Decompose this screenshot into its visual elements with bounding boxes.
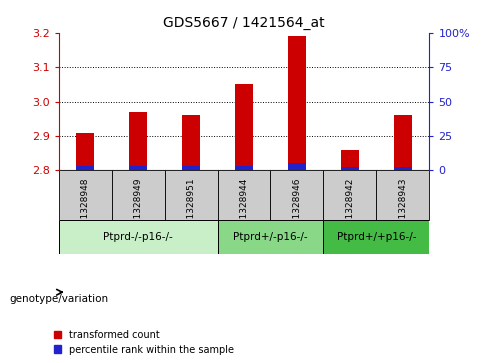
Bar bbox=[394, 167, 412, 171]
Bar bbox=[76, 166, 94, 171]
Bar bbox=[129, 112, 147, 171]
Bar bbox=[129, 166, 147, 171]
Bar bbox=[341, 150, 359, 171]
Bar bbox=[235, 84, 253, 171]
Legend: transformed count, percentile rank within the sample: transformed count, percentile rank withi… bbox=[54, 330, 234, 355]
Bar bbox=[218, 220, 324, 254]
Bar bbox=[324, 220, 429, 254]
Bar bbox=[324, 171, 376, 220]
Bar bbox=[182, 166, 200, 171]
Bar bbox=[288, 163, 306, 171]
Bar bbox=[164, 171, 218, 220]
Bar bbox=[270, 171, 324, 220]
Bar bbox=[59, 171, 112, 220]
Title: GDS5667 / 1421564_at: GDS5667 / 1421564_at bbox=[163, 16, 325, 30]
Bar bbox=[394, 115, 412, 171]
Text: GSM1328946: GSM1328946 bbox=[292, 178, 302, 238]
Bar bbox=[376, 171, 429, 220]
Text: Ptprd+/+p16-/-: Ptprd+/+p16-/- bbox=[337, 232, 416, 242]
Text: Ptprd-/-p16-/-: Ptprd-/-p16-/- bbox=[103, 232, 173, 242]
Bar bbox=[112, 171, 164, 220]
Bar bbox=[76, 132, 94, 171]
Bar bbox=[288, 36, 306, 171]
Text: GSM1328949: GSM1328949 bbox=[134, 178, 142, 238]
Bar bbox=[235, 166, 253, 171]
Bar bbox=[218, 171, 270, 220]
Text: GSM1328951: GSM1328951 bbox=[186, 178, 196, 238]
Text: GSM1328943: GSM1328943 bbox=[398, 178, 407, 238]
Text: GSM1328942: GSM1328942 bbox=[346, 178, 354, 238]
Bar bbox=[59, 220, 218, 254]
Text: Ptprd+/-p16-/-: Ptprd+/-p16-/- bbox=[233, 232, 308, 242]
Text: GSM1328944: GSM1328944 bbox=[240, 178, 248, 238]
Bar bbox=[341, 167, 359, 171]
Bar bbox=[182, 115, 200, 171]
Text: genotype/variation: genotype/variation bbox=[10, 294, 109, 305]
Text: GSM1328948: GSM1328948 bbox=[81, 178, 90, 238]
